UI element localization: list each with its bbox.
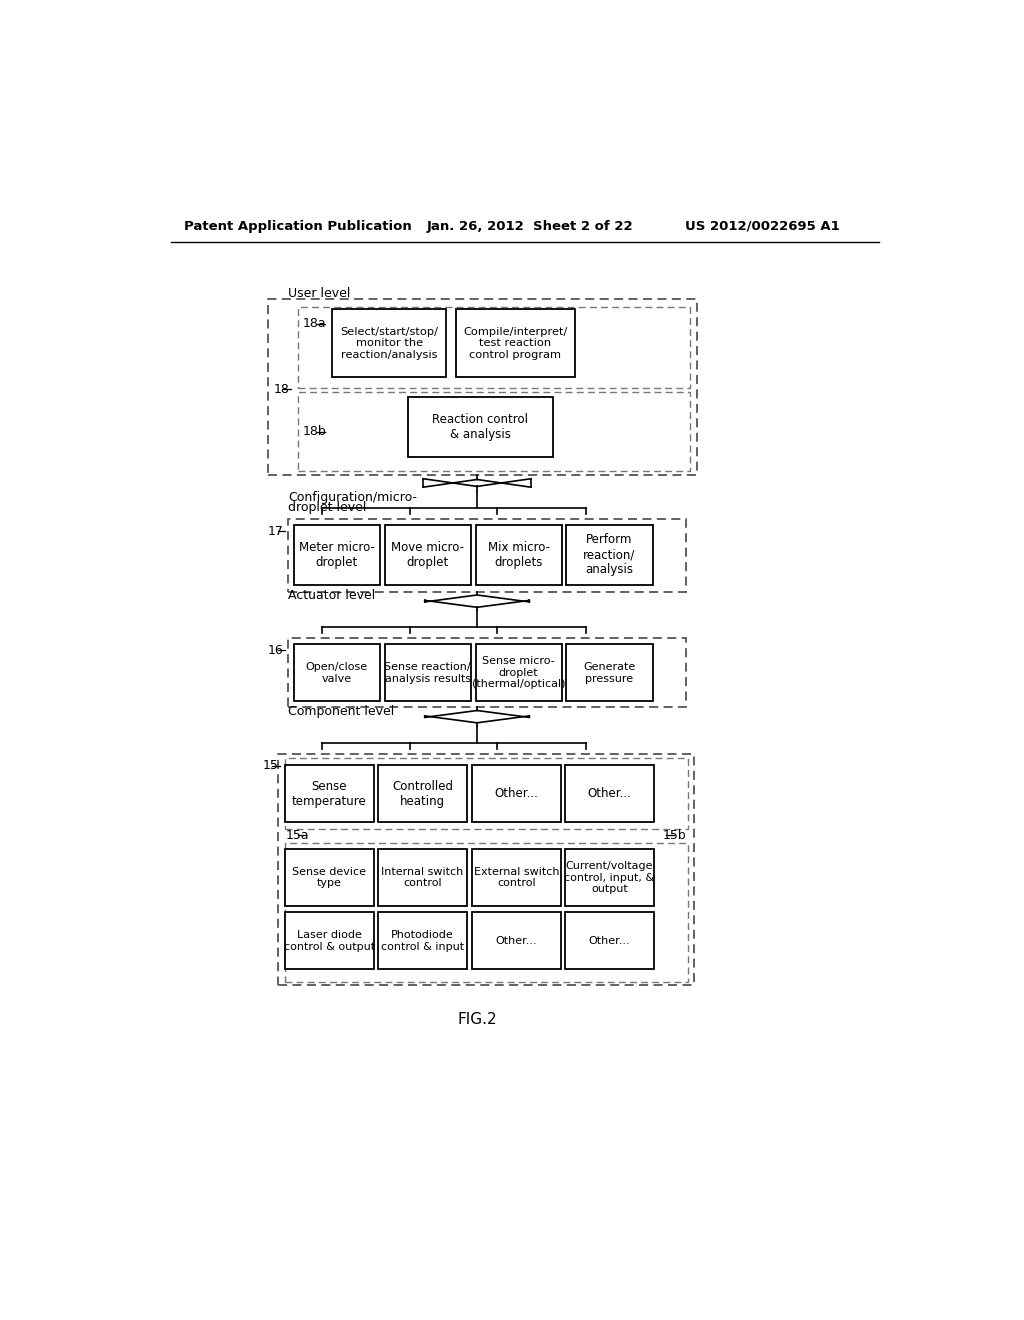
Text: Jan. 26, 2012  Sheet 2 of 22: Jan. 26, 2012 Sheet 2 of 22 bbox=[427, 219, 634, 232]
Text: Internal switch
control: Internal switch control bbox=[381, 867, 464, 888]
Bar bbox=[475, 644, 562, 701]
Text: US 2012/0022695 A1: US 2012/0022695 A1 bbox=[685, 219, 840, 232]
Bar bbox=[285, 758, 688, 829]
Text: Configuration/micro-: Configuration/micro- bbox=[289, 491, 418, 504]
Text: 15a: 15a bbox=[286, 829, 309, 842]
Bar bbox=[456, 309, 574, 378]
Bar bbox=[298, 308, 689, 388]
Bar bbox=[566, 525, 652, 585]
Bar bbox=[279, 754, 694, 985]
Bar bbox=[289, 638, 686, 708]
Text: droplet level: droplet level bbox=[289, 502, 367, 515]
Bar bbox=[378, 849, 467, 906]
Bar bbox=[472, 766, 561, 822]
Text: Other...: Other... bbox=[496, 936, 538, 945]
Text: Sense reaction/
analysis results: Sense reaction/ analysis results bbox=[384, 661, 471, 684]
Text: Perform
reaction/
analysis: Perform reaction/ analysis bbox=[584, 533, 636, 577]
Text: 17: 17 bbox=[267, 524, 284, 537]
Bar bbox=[294, 644, 380, 701]
Text: External switch
control: External switch control bbox=[473, 867, 559, 888]
Text: Compile/interpret/
test reaction
control program: Compile/interpret/ test reaction control… bbox=[463, 326, 567, 360]
Bar bbox=[298, 392, 689, 471]
Text: Laser diode
control & output: Laser diode control & output bbox=[284, 929, 375, 952]
Text: 18a: 18a bbox=[303, 317, 327, 330]
Bar bbox=[566, 644, 652, 701]
Text: 15b: 15b bbox=[663, 829, 686, 842]
Text: 16: 16 bbox=[267, 644, 284, 657]
Text: Photodiode
control & input: Photodiode control & input bbox=[381, 929, 464, 952]
Text: Patent Application Publication: Patent Application Publication bbox=[184, 219, 413, 232]
Bar bbox=[285, 912, 374, 969]
Bar bbox=[565, 912, 654, 969]
Text: Sense device
type: Sense device type bbox=[292, 867, 367, 888]
Bar bbox=[565, 766, 654, 822]
Bar bbox=[285, 849, 374, 906]
Bar bbox=[472, 912, 561, 969]
Text: Open/close
valve: Open/close valve bbox=[306, 661, 368, 684]
Bar bbox=[285, 766, 374, 822]
Bar bbox=[472, 849, 561, 906]
Text: Other...: Other... bbox=[589, 936, 631, 945]
Text: Mix micro-
droplets: Mix micro- droplets bbox=[487, 541, 550, 569]
Text: Meter micro-
droplet: Meter micro- droplet bbox=[299, 541, 375, 569]
Text: Reaction control
& analysis: Reaction control & analysis bbox=[432, 413, 528, 441]
Text: Actuator level: Actuator level bbox=[289, 589, 376, 602]
Text: 18: 18 bbox=[273, 383, 290, 396]
Text: Move micro-
droplet: Move micro- droplet bbox=[391, 541, 464, 569]
Bar bbox=[385, 644, 471, 701]
Bar bbox=[294, 525, 380, 585]
Text: Generate
pressure: Generate pressure bbox=[584, 661, 636, 684]
Bar bbox=[378, 766, 467, 822]
Bar bbox=[408, 397, 553, 457]
Bar bbox=[385, 525, 471, 585]
Text: User level: User level bbox=[289, 286, 351, 300]
Text: Select/start/stop/
monitor the
reaction/analysis: Select/start/stop/ monitor the reaction/… bbox=[340, 326, 438, 360]
Bar bbox=[565, 849, 654, 906]
Text: Current/voltage
control, input, &
output: Current/voltage control, input, & output bbox=[564, 861, 654, 894]
Bar bbox=[289, 519, 686, 591]
Text: Sense
temperature: Sense temperature bbox=[292, 780, 367, 808]
Text: 15: 15 bbox=[262, 759, 279, 772]
Text: Sense micro-
droplet
(thermal/optical): Sense micro- droplet (thermal/optical) bbox=[472, 656, 565, 689]
Bar bbox=[378, 912, 467, 969]
Text: FIG.2: FIG.2 bbox=[458, 1011, 497, 1027]
Bar bbox=[475, 525, 562, 585]
Text: Component level: Component level bbox=[289, 705, 394, 718]
Bar bbox=[333, 309, 446, 378]
Text: Other...: Other... bbox=[495, 787, 539, 800]
Text: Other...: Other... bbox=[588, 787, 632, 800]
Text: 18b: 18b bbox=[303, 425, 327, 438]
Bar bbox=[267, 300, 697, 475]
Text: Controlled
heating: Controlled heating bbox=[392, 780, 453, 808]
Bar bbox=[285, 843, 688, 982]
